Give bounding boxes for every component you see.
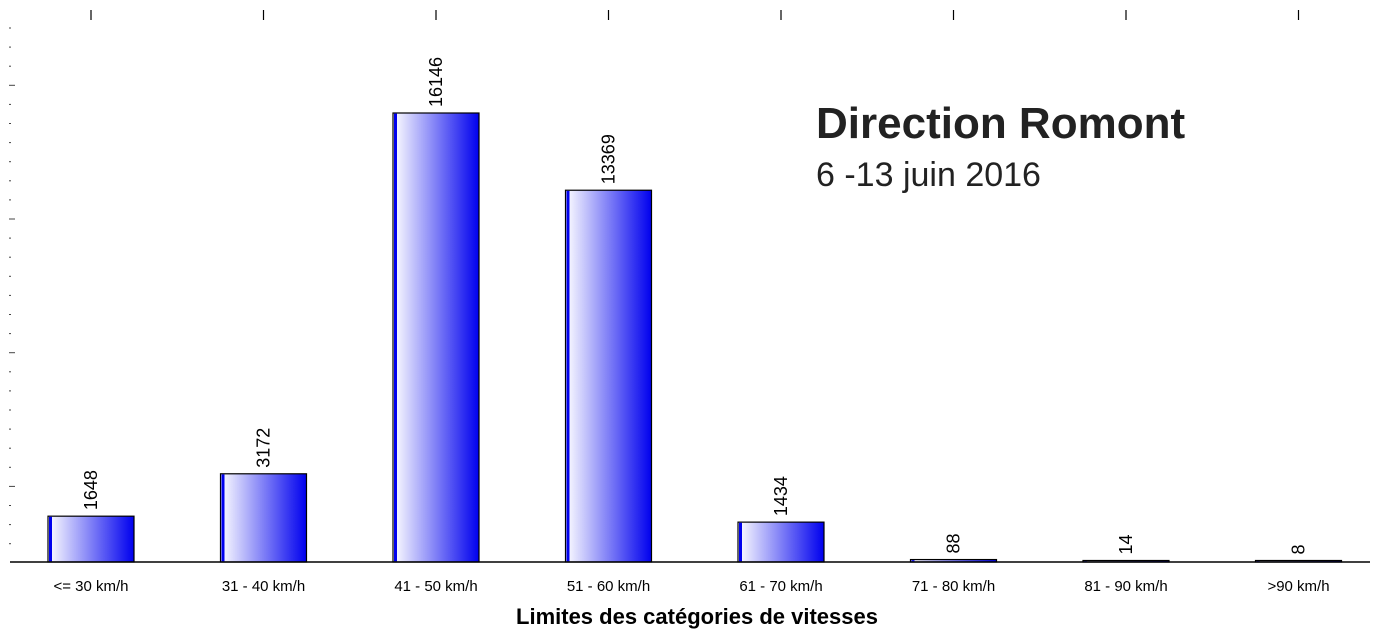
bar-value-label: 1648 — [81, 470, 101, 510]
bar-edge — [394, 113, 397, 562]
bar — [564, 189, 653, 563]
x-tick-label: <= 30 km/h — [53, 578, 128, 595]
bar-edge — [49, 516, 52, 562]
bar — [392, 112, 480, 563]
x-tick-label: 81 - 90 km/h — [1084, 578, 1167, 595]
bar-value-label: 16146 — [426, 57, 446, 107]
x-tick-label: 51 - 60 km/h — [567, 578, 650, 595]
x-tick-label: >90 km/h — [1267, 578, 1329, 595]
bar-edge — [566, 190, 570, 562]
bar-value-label: 3172 — [254, 428, 274, 468]
bar-value-label: 14 — [1116, 534, 1136, 554]
bar-value-label: 8 — [1289, 544, 1309, 554]
x-tick-label: 71 - 80 km/h — [912, 578, 995, 595]
bars-group — [47, 112, 1343, 563]
x-tick-labels: <= 30 km/h 31 - 40 km/h 41 - 50 km/h 51 - 6… — [53, 578, 1329, 595]
bar-edge — [911, 560, 915, 562]
x-tick-label: 41 - 50 km/h — [394, 578, 477, 595]
bar — [737, 521, 825, 563]
x-axis-title: Limites des catégories de vitesses — [516, 604, 878, 629]
bar-value-label: 1434 — [771, 476, 791, 516]
bar-value-label: 13369 — [599, 134, 619, 184]
bar-value-labels: 1648 3172 16146 13369 1434 88 14 8 — [81, 57, 1309, 555]
bar-value-label: 88 — [944, 534, 964, 554]
chart-title: Direction Romont — [816, 99, 1185, 148]
bar — [47, 515, 135, 563]
x-tick-label: 31 - 40 km/h — [222, 578, 305, 595]
bar-edge — [739, 522, 742, 562]
x-tick-label: 61 - 70 km/h — [739, 578, 822, 595]
bar — [219, 473, 308, 563]
bar-edge — [221, 474, 225, 562]
chart-subtitle: 6 -13 juin 2016 — [816, 156, 1041, 194]
left-tick-marks — [9, 27, 15, 545]
top-tick-marks — [90, 10, 1300, 20]
